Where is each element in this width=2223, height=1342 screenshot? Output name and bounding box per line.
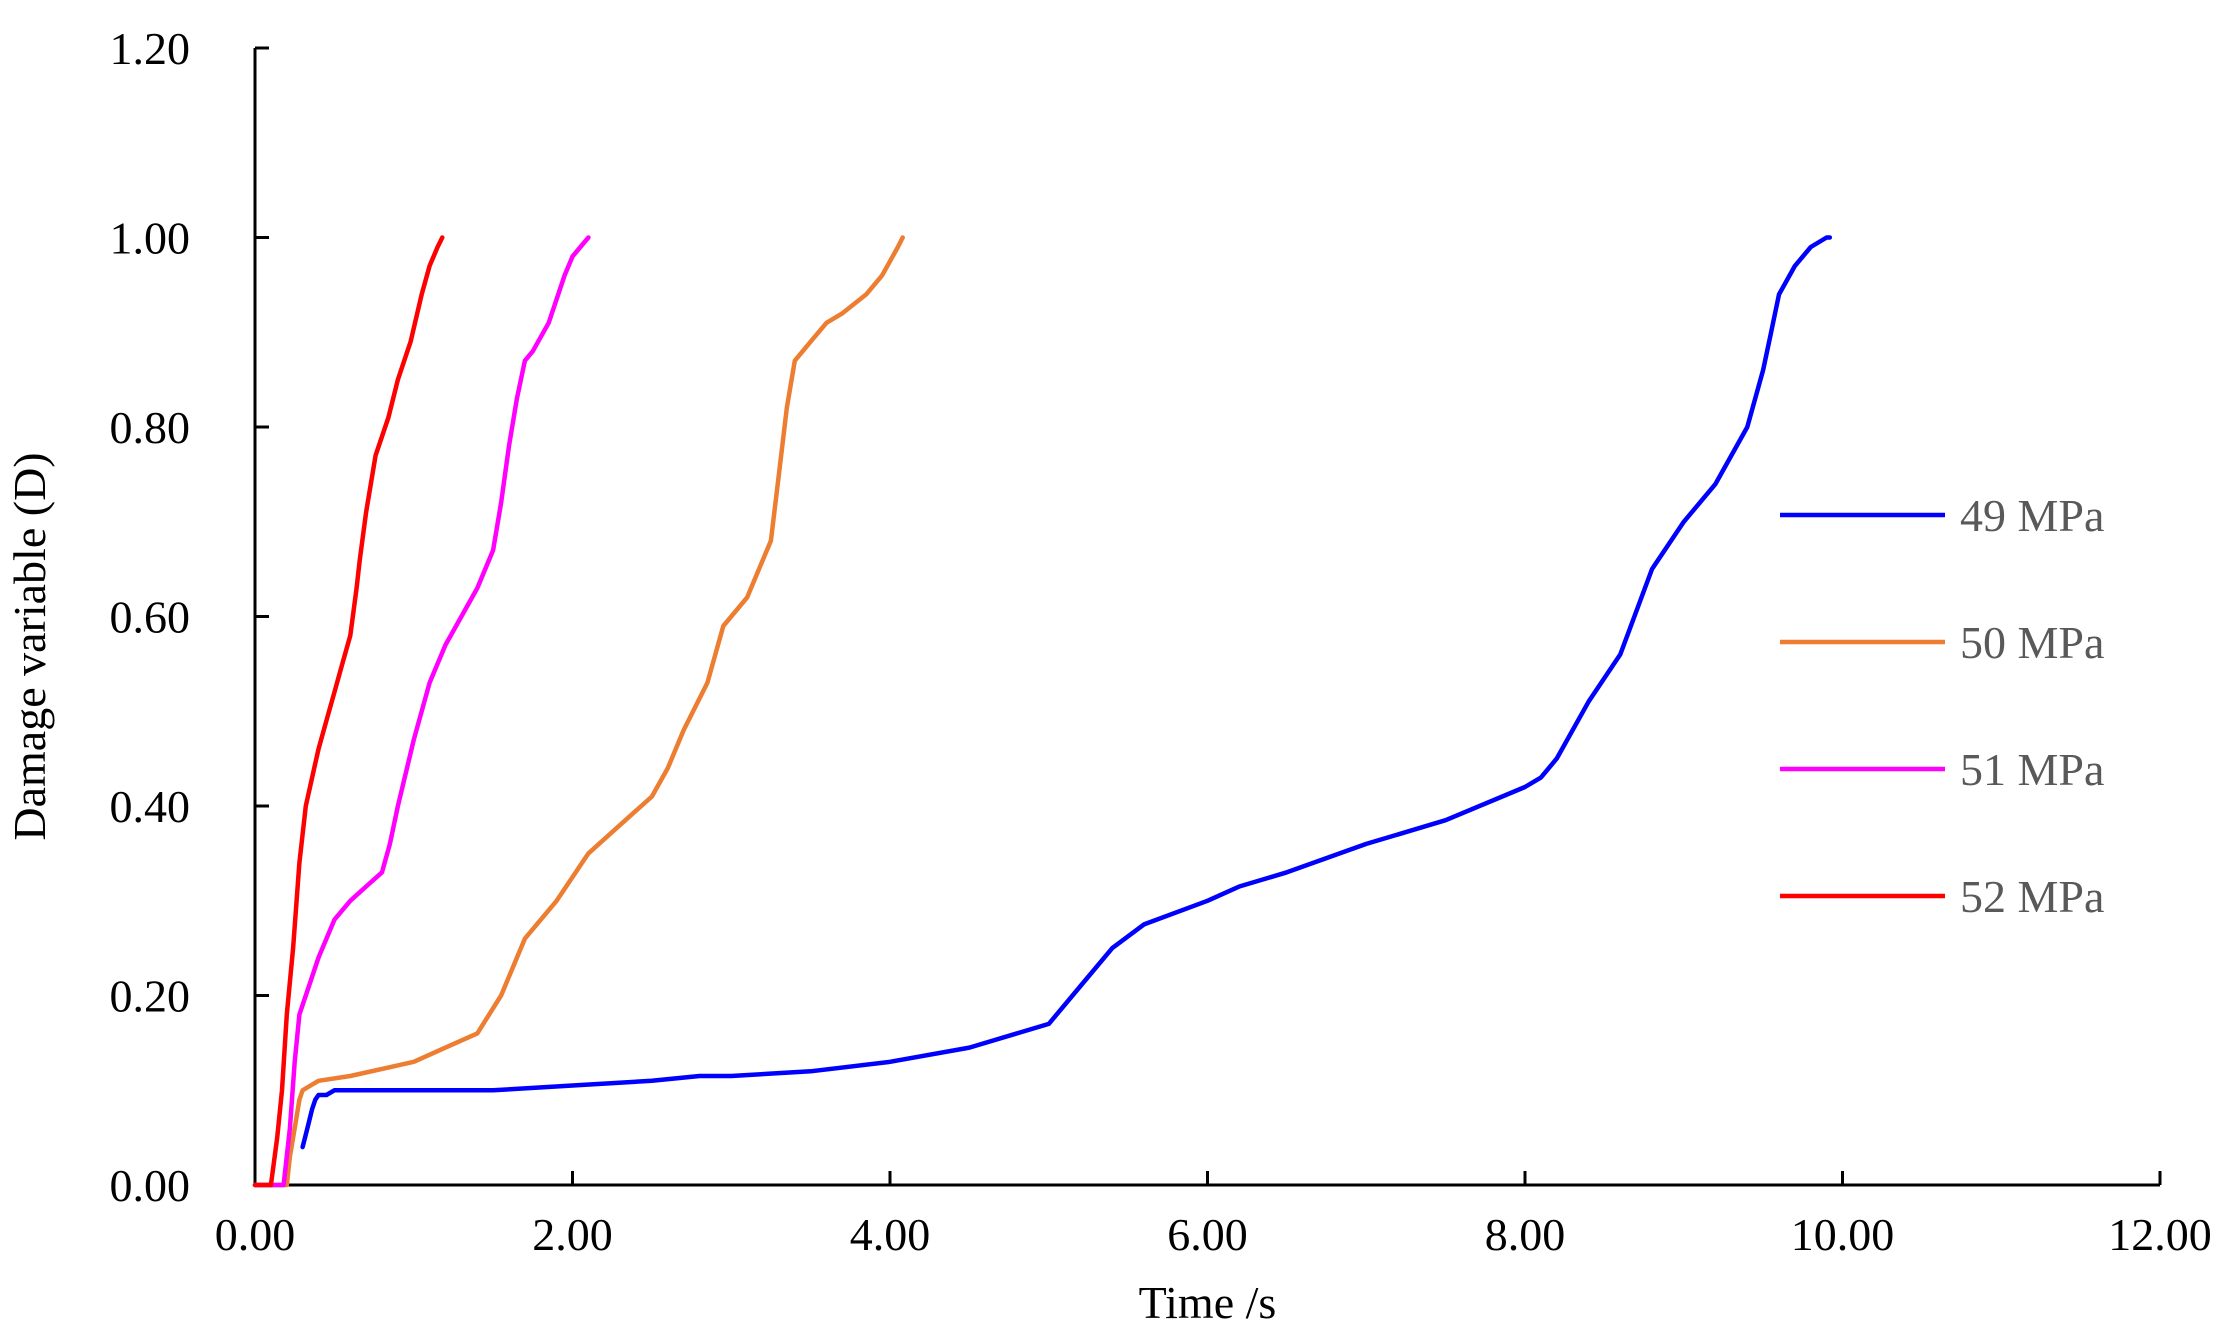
series-line-50-mpa [252, 235, 905, 1188]
legend-label: 52 MPa [1960, 871, 2104, 922]
series-line-52-mpa [252, 235, 445, 1188]
x-tick-label: 10.00 [1791, 1209, 1895, 1260]
y-tick-label: 0.40 [110, 781, 191, 832]
y-axis-title: Damage variable (D) [4, 452, 55, 840]
axes: 0.00 2.00 4.00 6.00 8.00 10.00 12.00 0.00 0.20 0.… [110, 23, 2212, 1260]
legend-label: 50 MPa [1960, 617, 2104, 668]
x-tick-label: 0.00 [215, 1209, 296, 1260]
x-tick-label: 2.00 [532, 1209, 613, 1260]
series-layer [252, 235, 1833, 1188]
x-tick-label: 8.00 [1485, 1209, 1566, 1260]
series-line-49-mpa [300, 235, 1833, 1150]
legend-label: 49 MPa [1960, 490, 2104, 541]
x-tick-label: 4.00 [850, 1209, 931, 1260]
y-tick-label: 0.20 [110, 971, 191, 1022]
y-tick-label: 0.00 [110, 1160, 191, 1211]
y-tick-label: 0.80 [110, 402, 191, 453]
y-tick-label: 1.20 [110, 23, 191, 74]
x-tick-label: 6.00 [1167, 1209, 1248, 1260]
x-axis-title: Time /s [1139, 1277, 1277, 1328]
x-tick-label: 12.00 [2108, 1209, 2212, 1260]
y-tick-label: 1.00 [110, 213, 191, 264]
series-line-51-mpa [252, 235, 591, 1188]
legend-label: 51 MPa [1960, 744, 2104, 795]
legend: 49 MPa 50 MPa 51 MPa 52 MPa [1780, 490, 2104, 922]
y-tick-label: 0.60 [110, 592, 191, 643]
